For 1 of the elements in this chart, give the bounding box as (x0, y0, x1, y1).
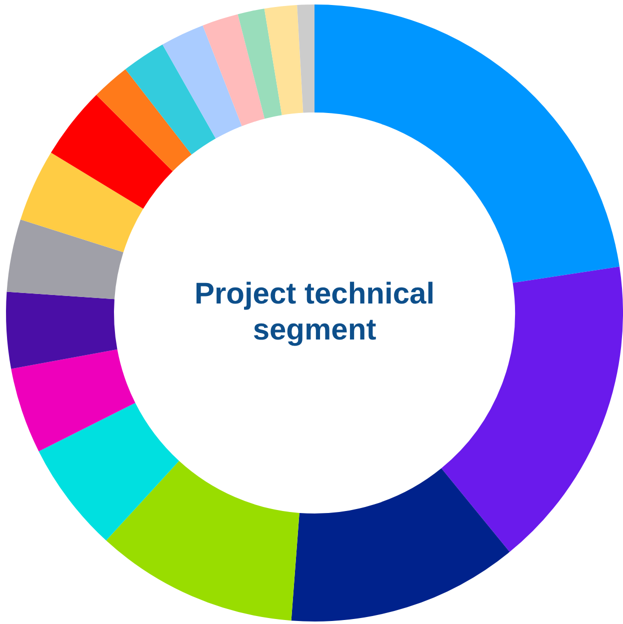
text: Project technical segment (194, 277, 435, 346)
